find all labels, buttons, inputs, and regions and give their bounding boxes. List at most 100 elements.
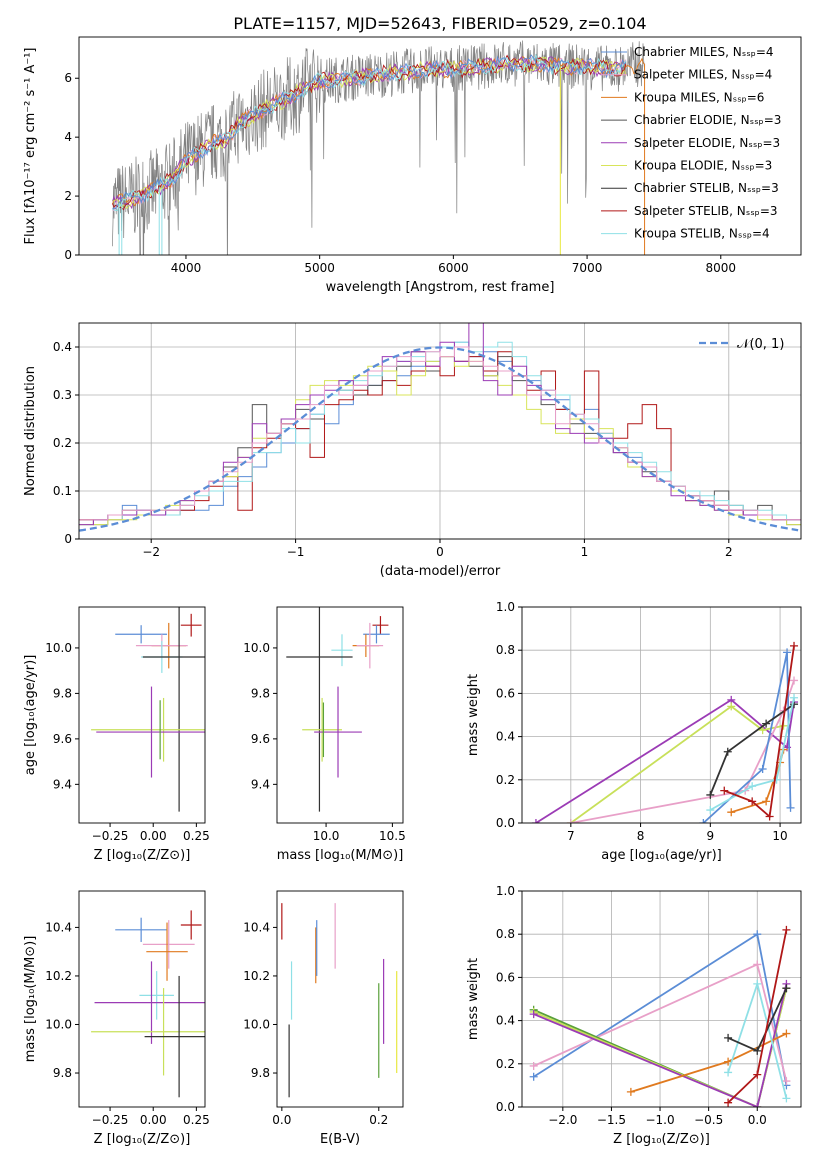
y-axis-label: Flux [fλ10⁻¹⁷ erg cm⁻² s⁻¹ A⁻¹] <box>23 48 38 245</box>
weight-marker <box>566 819 575 823</box>
spectrum-model-line <box>112 54 627 210</box>
weight-line <box>702 652 792 823</box>
plot-area <box>91 607 205 812</box>
weight-marker <box>531 819 540 823</box>
y-tick-label: 0.2 <box>53 436 72 450</box>
x-tick-label: −1.0 <box>645 1113 674 1127</box>
weight-marker <box>727 702 736 711</box>
weight-line <box>709 697 795 811</box>
x-tick-label: −2 <box>142 545 160 559</box>
weight-marker <box>762 719 771 728</box>
x-tick-label: 0 <box>436 545 444 559</box>
y-tick-label: 10.0 <box>45 1017 72 1031</box>
x-tick-label: 0.2 <box>369 1113 388 1127</box>
x-tick-label: 5000 <box>304 261 335 275</box>
x-tick-label: −2.0 <box>548 1113 577 1127</box>
y-tick-label: 9.6 <box>53 732 72 746</box>
x-axis-label: Z [log₁₀(Z/Z⊙)] <box>94 1132 191 1147</box>
x-tick-label: −0.25 <box>92 829 129 843</box>
x-tick-label: 0.25 <box>183 1113 210 1127</box>
weight-marker <box>786 803 795 812</box>
spectrum-model-line <box>111 54 627 211</box>
panel-mass_vs_ebv: 0.0 0.2 9.8 10.0 10.2 10.4 E(B-V) <box>243 890 404 1147</box>
y-axis-label: mass weight <box>466 674 481 756</box>
x-tick-label: 2 <box>725 545 733 559</box>
plot-area <box>531 641 799 823</box>
weight-marker <box>765 812 774 821</box>
y-axis-label: Normed distribution <box>23 366 38 496</box>
x-axis-label: Z [log₁₀(Z/Z⊙)] <box>94 848 191 863</box>
panel-weight_vs_age: 7 8 9 10 0.0 0.2 0.4 0.6 0.8 1.0 age [log₁₀(age/yr… <box>466 600 802 863</box>
x-tick-label: 9 <box>707 829 715 843</box>
x-tick-label: 10 <box>772 829 787 843</box>
y-tick-label: 0.2 <box>496 773 515 787</box>
y-axis-label: mass weight <box>466 958 481 1040</box>
axes-frame <box>521 890 802 1108</box>
x-tick-label: 0.00 <box>140 1113 167 1127</box>
weight-marker <box>790 693 799 702</box>
x-tick-label: 7 <box>567 829 575 843</box>
y-tick-label: 0.8 <box>496 927 515 941</box>
weight-marker <box>706 790 715 799</box>
x-axis-label: wavelength [Angstrom, rest frame] <box>326 280 555 295</box>
y-tick-label: 10.2 <box>45 969 72 983</box>
y-tick-label: 9.4 <box>251 777 270 791</box>
panel-weight_vs_Z: −2.0 −1.5 −1.0 −0.5 0.0 0.0 0.2 0.4 0.6 0.8 1.0 Z [… <box>466 884 802 1147</box>
weight-marker <box>720 786 729 795</box>
figure-title: PLATE=1157, MJD=52643, FIBERID=0529, z=0… <box>233 14 646 33</box>
weight-marker <box>782 925 791 934</box>
x-tick-label: 0.0 <box>272 1113 291 1127</box>
x-tick-label: 8000 <box>706 261 737 275</box>
x-tick-label: 0.25 <box>183 829 210 843</box>
weight-line <box>535 698 795 823</box>
panel-age_vs_mass: 10.0 10.5 9.4 9.6 9.8 10.0 mass [log₁₀(M/M⊙)] <box>243 606 406 863</box>
y-tick-label: 0 <box>64 532 72 546</box>
legend-label: Salpeter ELODIE, Nₛₛₚ=3 <box>634 136 780 150</box>
weight-marker <box>782 1029 791 1038</box>
weight-marker <box>706 806 715 815</box>
weight-marker <box>783 648 792 657</box>
weight-marker <box>724 1033 733 1042</box>
weight-marker <box>724 1068 733 1077</box>
y-axis-label: mass [log₁₀(M/M⊙)] <box>23 936 38 1063</box>
x-tick-label: 0.00 <box>140 829 167 843</box>
spectrum-model-line <box>112 53 627 212</box>
weight-marker <box>772 775 781 784</box>
legend-label: 𝒩(0, 1) <box>737 337 784 352</box>
y-tick-label: 9.8 <box>53 686 72 700</box>
axes-frame <box>78 890 206 1108</box>
plot-area <box>91 910 205 1098</box>
legend-label: Salpeter MILES, Nₛₛₚ=4 <box>634 68 772 82</box>
weight-marker <box>753 1070 762 1079</box>
x-tick-label: 1 <box>581 545 589 559</box>
weight-marker <box>748 797 757 806</box>
x-axis-label: Z [log₁₀(Z/Z⊙)] <box>613 1132 710 1147</box>
x-tick-label: 10.5 <box>379 829 406 843</box>
weight-marker <box>727 808 736 817</box>
axes-frame <box>276 890 404 1108</box>
y-tick-label: 9.8 <box>251 1066 270 1080</box>
x-axis-label: age [log₁₀(age/yr)] <box>601 848 722 863</box>
y-tick-label: 9.8 <box>53 1066 72 1080</box>
axes-frame <box>521 606 802 824</box>
weight-marker <box>762 797 771 806</box>
x-tick-label: −1.5 <box>597 1113 626 1127</box>
weight-marker <box>748 782 757 791</box>
y-tick-label: 1.0 <box>496 600 515 614</box>
y-tick-label: 0.6 <box>496 686 515 700</box>
x-tick-label: −0.25 <box>92 1113 129 1127</box>
y-tick-label: 10.0 <box>45 641 72 655</box>
panel-mass_vs_Z: −0.25 0.00 0.25 9.8 10.0 10.2 10.4 Z [log₁₀(Z/Z… <box>23 890 210 1147</box>
y-tick-label: 0.0 <box>496 816 515 830</box>
legend-label: Chabrier MILES, Nₛₛₚ=4 <box>634 45 774 59</box>
weight-marker <box>724 1098 733 1107</box>
y-tick-label: 4 <box>64 130 72 144</box>
axes-frame <box>78 606 206 824</box>
y-tick-label: 0.0 <box>496 1100 515 1114</box>
panel-age_vs_Z: −0.25 0.00 0.25 9.4 9.6 9.8 10.0 Z [log₁₀(Z/Z⊙)… <box>23 606 210 863</box>
y-tick-label: 10.2 <box>243 969 270 983</box>
x-tick-label: 7000 <box>572 261 603 275</box>
weight-marker <box>723 747 732 756</box>
legend-label: Kroupa MILES, Nₛₛₚ=6 <box>634 90 764 104</box>
